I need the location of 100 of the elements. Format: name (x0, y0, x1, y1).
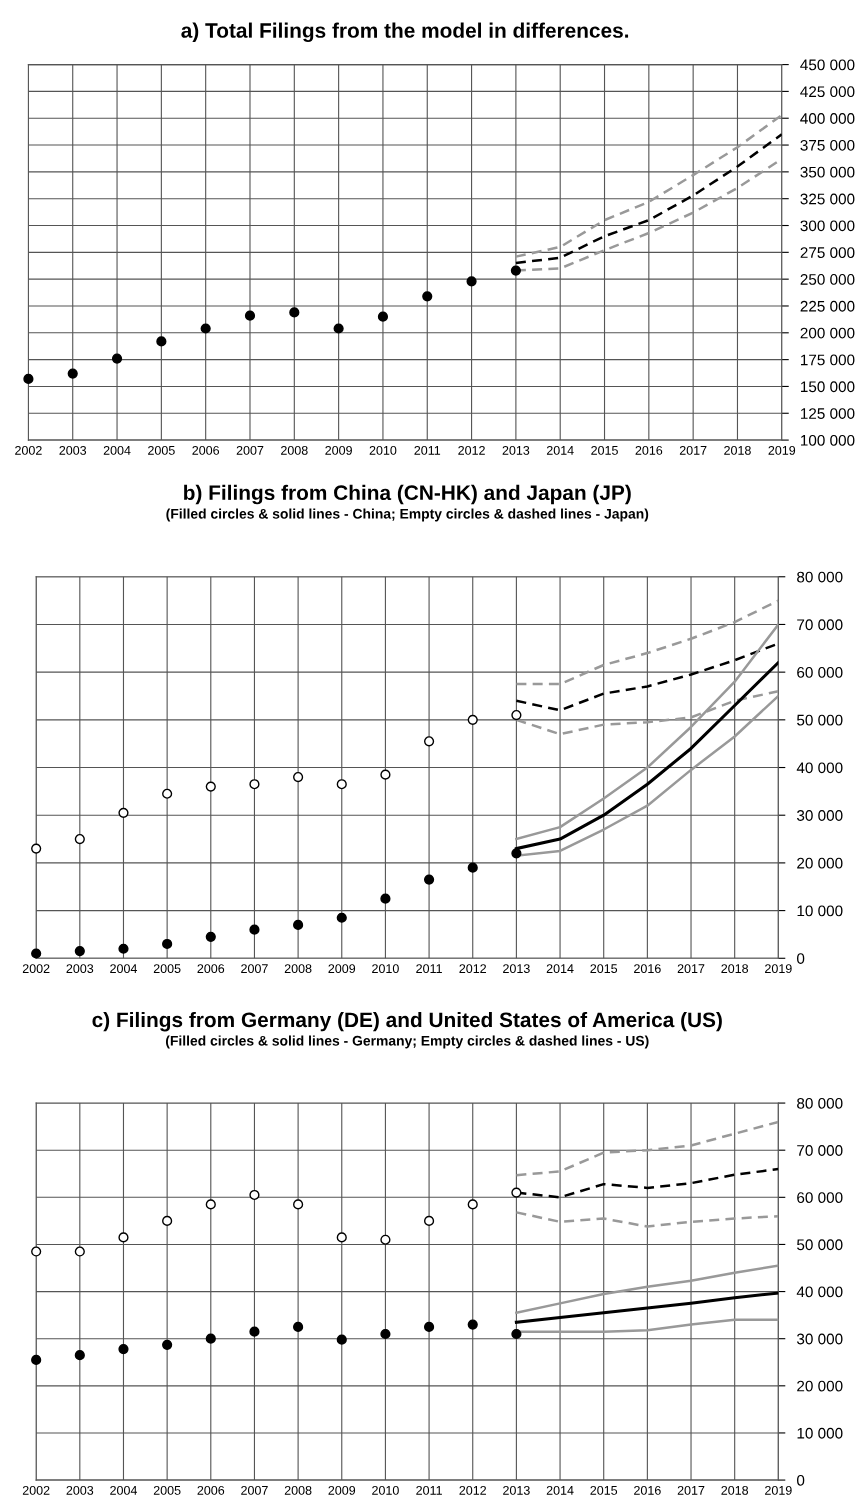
point (74, 946, 85, 957)
x-tick-label: 2008 (284, 964, 312, 974)
point (467, 862, 478, 873)
point (118, 807, 129, 818)
x-tick-label: 2012 (459, 1485, 487, 1495)
y-tick-label: 400 000 (800, 113, 855, 124)
point (467, 1319, 478, 1330)
point (510, 265, 521, 276)
x-tick-label: 2002 (22, 964, 50, 974)
x-tick-label: 2006 (192, 445, 220, 455)
x-tick-label: 2009 (325, 445, 352, 455)
point (423, 736, 435, 747)
x-tick-label: 2006 (197, 964, 225, 974)
x-tick-label: 2011 (416, 1485, 442, 1495)
y-tick-label: 275 000 (800, 247, 855, 259)
point (156, 336, 167, 347)
x-tick-label: 2014 (546, 964, 574, 974)
x-tick-label: 2019 (768, 445, 796, 455)
y-tick-label: 20 000 (797, 857, 843, 869)
point (249, 924, 260, 935)
chart-title: b) Filings from China (CN-HK) and Japan (JP) (184, 484, 631, 505)
x-tick-label: 2019 (765, 1485, 792, 1495)
x-tick-label: 2014 (546, 1485, 574, 1495)
x-tick-label: 2016 (635, 445, 663, 455)
point (511, 848, 522, 859)
point (467, 1199, 478, 1210)
point (422, 291, 433, 302)
y-tick-label: 60 000 (797, 667, 843, 678)
y-tick-label: 250 000 (800, 274, 855, 285)
point (380, 1234, 391, 1245)
x-tick-label: 2005 (153, 964, 181, 974)
x-tick-label: 2015 (590, 964, 618, 974)
y-tick-label: 325 000 (800, 193, 855, 205)
point (74, 1246, 85, 1257)
line-series (515, 1120, 779, 1177)
point (162, 1339, 173, 1350)
x-tick-label: 2002 (22, 1485, 50, 1495)
point (289, 307, 300, 318)
chart-title: c) Filings from Germany (DE) and United States of America (US) (92, 1011, 722, 1032)
point (293, 1321, 304, 1333)
y-tick-label: 225 000 (800, 300, 855, 312)
point (380, 893, 391, 904)
x-tick-label: 2013 (503, 964, 530, 974)
x-tick-label: 2009 (328, 964, 356, 974)
point (200, 323, 211, 334)
x-tick-label: 2012 (458, 445, 485, 455)
x-tick-label: 2004 (110, 964, 138, 974)
point (249, 779, 260, 790)
point (380, 1328, 391, 1340)
point (336, 779, 347, 790)
y-tick-label: 375 000 (800, 139, 855, 151)
point (67, 368, 78, 379)
x-tick-label: 2010 (372, 964, 399, 974)
x-tick-label: 2018 (724, 445, 751, 455)
line-series (515, 1211, 779, 1228)
y-tick-label: 0 (797, 1474, 805, 1486)
x-tick-label: 2010 (372, 1485, 399, 1495)
x-tick-label: 2007 (241, 1485, 268, 1495)
y-tick-label: 70 000 (797, 619, 843, 631)
y-tick-label: 125 000 (801, 408, 855, 419)
point (205, 781, 216, 792)
y-tick-label: 80 000 (797, 1097, 843, 1109)
x-tick-label: 2013 (502, 445, 530, 455)
point (511, 1187, 522, 1198)
line-series (515, 1264, 779, 1315)
x-tick-label: 2003 (66, 1485, 94, 1495)
point (293, 771, 304, 783)
point (118, 943, 129, 954)
x-tick-label: 2004 (110, 1485, 138, 1495)
y-tick-label: 60 000 (797, 1192, 843, 1204)
point (336, 1334, 347, 1345)
point (423, 1215, 435, 1226)
y-tick-label: 30 000 (796, 810, 843, 821)
x-tick-label: 2016 (634, 964, 661, 974)
y-tick-label: 450 000 (800, 59, 855, 71)
point (249, 1189, 260, 1201)
x-tick-label: 2017 (677, 964, 705, 974)
x-tick-label: 2019 (765, 964, 792, 974)
y-tick-label: 80 000 (797, 571, 843, 583)
point (205, 1333, 216, 1344)
point (466, 276, 477, 287)
y-tick-label: 425 000 (800, 86, 855, 98)
y-tick-label: 40 000 (796, 762, 843, 774)
x-tick-label: 2017 (677, 1485, 705, 1495)
line-series (514, 113, 782, 258)
x-tick-label: 2005 (148, 445, 175, 455)
point (293, 919, 304, 930)
x-tick-label: 2012 (459, 964, 487, 974)
x-tick-label: 2018 (721, 1485, 749, 1495)
x-tick-label: 2002 (15, 445, 42, 455)
point (118, 1232, 129, 1243)
x-tick-label: 2003 (59, 445, 87, 455)
point (31, 1246, 42, 1257)
x-tick-label: 2008 (284, 1485, 312, 1495)
x-tick-label: 2007 (236, 445, 264, 455)
point (244, 310, 256, 321)
x-tick-label: 2010 (369, 445, 397, 455)
line-series (515, 599, 779, 686)
x-tick-label: 2009 (328, 1485, 356, 1495)
x-tick-label: 2017 (679, 445, 707, 455)
